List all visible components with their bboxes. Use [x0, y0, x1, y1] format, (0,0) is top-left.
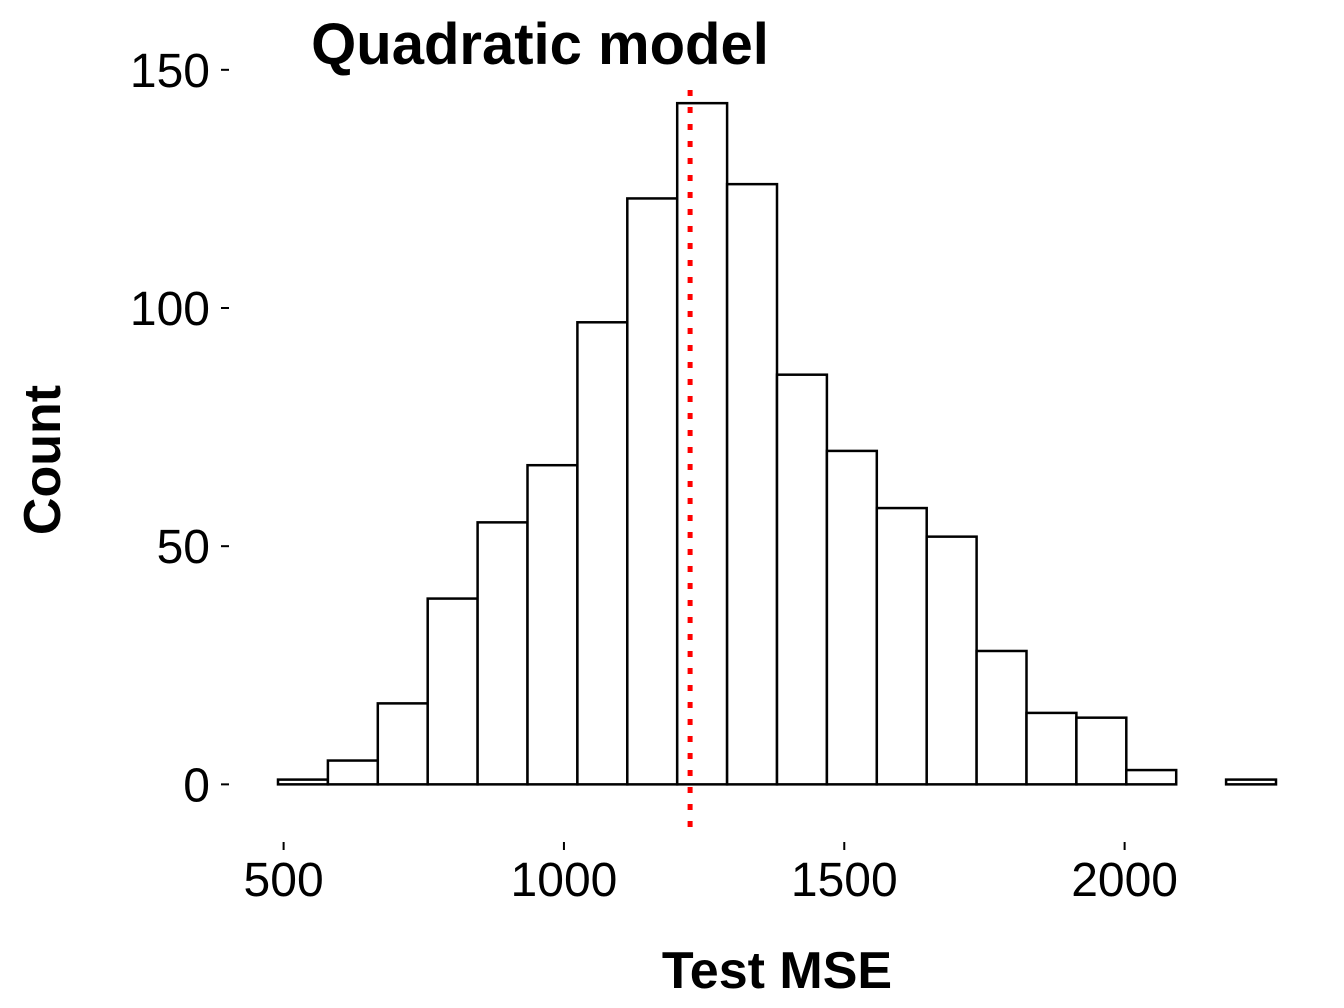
- y-tick-label: 50: [157, 521, 210, 574]
- histogram-bar-9: [675, 101, 729, 786]
- x-axis-label: Test MSE: [662, 942, 892, 1000]
- histogram-bar-15: [975, 649, 1028, 786]
- histogram-bar-17: [1075, 716, 1128, 786]
- histogram-bar-20: [1224, 778, 1278, 786]
- x-axis: 500 1000 1500 2000: [244, 842, 1178, 907]
- x-tick-label: 1500: [791, 854, 898, 907]
- histogram-bar-4: [426, 597, 479, 786]
- histogram-bar-6: [526, 463, 579, 786]
- histogram-bar-11: [775, 373, 829, 786]
- y-tick-label: 0: [183, 759, 210, 812]
- histogram-bar-2: [326, 759, 380, 786]
- histogram-bar-5: [476, 521, 529, 786]
- x-tick-label: 500: [244, 854, 324, 907]
- y-tick-label: 100: [130, 283, 210, 336]
- chart-title: Quadratic model: [311, 12, 769, 77]
- bars-layer: [276, 101, 1278, 786]
- x-tick-label: 2000: [1071, 854, 1178, 907]
- y-tick-label: 150: [130, 45, 210, 98]
- histogram-bar-13: [875, 506, 928, 786]
- y-axis: 0 50 100 150: [130, 45, 229, 812]
- histogram-bar-8: [626, 197, 679, 786]
- histogram-bar-10: [725, 182, 779, 786]
- histogram-bar-16: [1025, 711, 1078, 786]
- histogram-bar-7: [576, 321, 629, 786]
- histogram-bar-1: [276, 778, 330, 786]
- histogram-bar-14: [925, 535, 978, 786]
- histogram-bar-3: [376, 702, 429, 786]
- y-axis-label: Count: [14, 385, 72, 535]
- histogram-bar-18: [1125, 768, 1178, 786]
- histogram-bar-12: [825, 449, 879, 786]
- x-tick-label: 1000: [511, 854, 618, 907]
